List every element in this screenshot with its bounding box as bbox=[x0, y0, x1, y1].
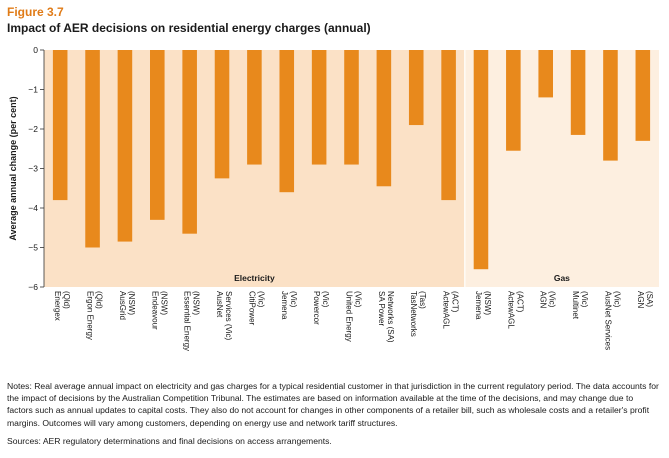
x-tick-label: (Qld) bbox=[95, 291, 104, 309]
group-label: Gas bbox=[554, 273, 570, 283]
bar bbox=[344, 50, 359, 165]
x-tick-label: (Vic) bbox=[256, 291, 265, 308]
bar bbox=[635, 50, 651, 141]
y-tick-label: −4 bbox=[28, 203, 38, 213]
chart-sources: Sources: AER regulatory determinations a… bbox=[7, 436, 332, 446]
x-tick-label: (Qld) bbox=[62, 291, 71, 309]
x-tick-label: (NSW) bbox=[159, 291, 168, 315]
x-tick-label: CitiPower bbox=[247, 291, 256, 326]
x-tick-label: Multinet bbox=[571, 291, 580, 320]
x-tick-label: Essential Energy bbox=[183, 291, 192, 351]
x-tick-label: Jemena bbox=[474, 291, 483, 320]
y-tick-label: −5 bbox=[28, 243, 38, 253]
x-tick-label: AusGrid bbox=[118, 291, 127, 320]
y-tick-label: −3 bbox=[28, 164, 38, 174]
group-background bbox=[464, 50, 659, 287]
x-tick-label: AusNet bbox=[215, 291, 224, 318]
x-tick-label: (Vic) bbox=[580, 291, 589, 308]
x-tick-label: (NSW) bbox=[483, 291, 492, 315]
x-tick-label: (ACT) bbox=[515, 291, 524, 313]
x-tick-label: Services (Vic) bbox=[224, 291, 233, 341]
x-tick-label: (NSW) bbox=[127, 291, 136, 315]
bar bbox=[117, 50, 133, 242]
bar bbox=[247, 50, 262, 165]
y-tick-label: 0 bbox=[33, 45, 38, 55]
bar bbox=[538, 50, 553, 98]
chart-notes: Notes: Real average annual impact on ele… bbox=[7, 381, 659, 428]
bar bbox=[214, 50, 230, 179]
x-tick-label: (Vic) bbox=[289, 291, 298, 308]
x-tick-label: (Vic) bbox=[321, 291, 330, 308]
x-tick-label: Jemena bbox=[280, 291, 289, 320]
x-tick-label: AGN bbox=[539, 291, 548, 309]
chart-title: Impact of AER decisions on residential e… bbox=[7, 21, 371, 35]
x-tick-label: TasNetworks bbox=[409, 291, 418, 337]
x-tick-label: United Energy bbox=[345, 291, 354, 342]
bar bbox=[182, 50, 197, 234]
bar bbox=[52, 50, 68, 201]
bar bbox=[376, 50, 392, 187]
y-tick-label: −2 bbox=[28, 124, 38, 134]
y-axis-title: Average annual change (per cent) bbox=[8, 96, 18, 240]
x-tick-label: AGN bbox=[636, 291, 645, 309]
x-tick-label: ActewAGL bbox=[506, 291, 515, 329]
x-tick-label: ActewAGL bbox=[442, 291, 451, 329]
x-tick-label: Powercor bbox=[312, 291, 321, 325]
y-tick-label: −6 bbox=[28, 282, 38, 292]
x-tick-label: (ACT) bbox=[451, 291, 460, 313]
bar bbox=[473, 50, 489, 270]
bar-chart: Electricity Gas 0 −1 −2 −3 −4 −5 −6 Average annua… bbox=[8, 45, 659, 351]
x-tick-label: SA Power bbox=[377, 291, 386, 326]
x-tick-label: (Vic) bbox=[548, 291, 557, 308]
x-tick-label: Endeavour bbox=[150, 291, 159, 330]
bar bbox=[603, 50, 618, 161]
bar bbox=[441, 50, 456, 201]
x-tick-label: AusNet Services bbox=[603, 291, 612, 350]
x-tick-label: (SA) bbox=[645, 291, 654, 307]
x-tick-label: Energex bbox=[53, 291, 62, 321]
x-tick-label: (Tas) bbox=[418, 291, 427, 309]
bar bbox=[408, 50, 424, 126]
y-tick-label: −1 bbox=[28, 85, 38, 95]
x-tick-label: Ergon Energy bbox=[86, 291, 95, 340]
figure-label: Figure 3.7 bbox=[7, 5, 64, 19]
bar bbox=[150, 50, 165, 220]
x-tick-label: (Vic) bbox=[354, 291, 363, 308]
x-tick-label: (NSW) bbox=[192, 291, 201, 315]
bar bbox=[279, 50, 295, 193]
bar bbox=[506, 50, 521, 151]
bar bbox=[311, 50, 327, 165]
x-tick-label: Networks (SA) bbox=[386, 291, 395, 343]
x-tick-label: (Vic) bbox=[612, 291, 621, 308]
bar bbox=[85, 50, 100, 248]
group-label: Electricity bbox=[234, 273, 275, 283]
bar bbox=[570, 50, 586, 135]
